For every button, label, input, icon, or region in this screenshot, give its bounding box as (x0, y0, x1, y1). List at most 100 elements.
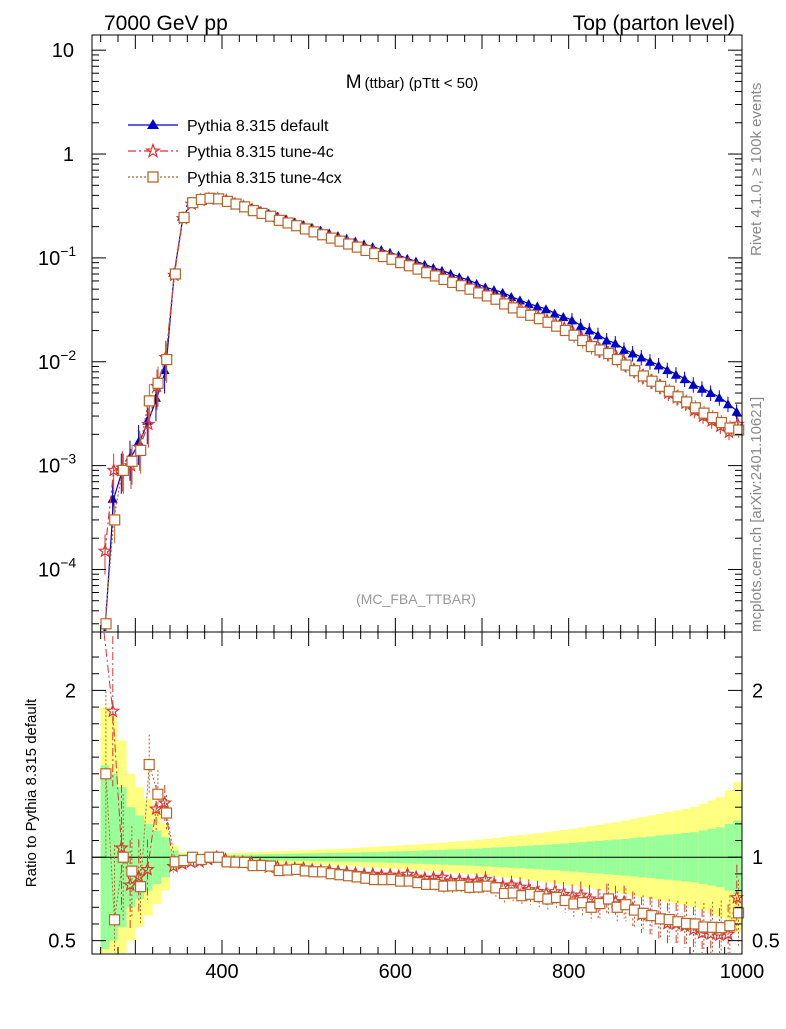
ratio-point-tune4c (122, 877, 138, 892)
y-tick-label: 10 (52, 40, 74, 62)
point-tune4cx (577, 334, 589, 347)
point-default (601, 335, 612, 345)
point-tune4cx (152, 377, 164, 389)
point-tune4cx (681, 396, 693, 408)
legend-default-label: Pythia 8.315 default (187, 118, 329, 135)
y-tick-label: 1 (65, 847, 76, 869)
y-tick-label: 10−1 (38, 243, 76, 270)
point-default (662, 365, 673, 375)
ratio-point-tune4cx (117, 851, 129, 863)
header-right: Top (parton level) (573, 12, 735, 35)
point-default (592, 330, 603, 340)
legend-tune4cx: Pythia 8.315 tune-4cx (128, 170, 342, 187)
ratio-point-tune4cx (143, 758, 155, 771)
point-default (549, 308, 560, 318)
y-tick-base: 1 (63, 144, 74, 166)
ratio-point-tune4c (148, 801, 164, 816)
point-default (679, 374, 690, 384)
point-default (627, 348, 638, 358)
ratio-frame (91, 631, 743, 955)
y-tick-base: 10 (52, 40, 74, 62)
point-default (532, 301, 543, 311)
triangle-marker-icon (147, 119, 159, 129)
ratio-point-tune4cx (160, 807, 173, 819)
ratio-point-tune4cx (732, 907, 745, 919)
ratio-point-tune4c (105, 703, 121, 718)
point-default (653, 360, 664, 370)
point-default (636, 352, 647, 362)
y-tick-label: 2 (65, 680, 76, 702)
ratio-point-tune4cx (108, 914, 121, 926)
y-tick-label-right: 1 (752, 847, 763, 869)
ratio-point-tune4c (114, 840, 129, 855)
y-tick-exponent: −1 (60, 243, 76, 259)
y-tick-label: 0.5 (48, 931, 76, 953)
legend-tune4c-label: Pythia 8.315 tune-4c (187, 144, 334, 161)
ratio-point-tune4cx (724, 920, 736, 932)
point-default (731, 406, 742, 416)
square-marker-icon (147, 171, 159, 183)
point-tune4c (97, 543, 113, 558)
y-tick-label: 10−4 (38, 554, 76, 581)
ratio-point-tune4c (140, 861, 155, 876)
ratio-point-tune4c (434, 869, 450, 884)
point-tune4cx (178, 211, 190, 224)
y-tick-exponent: −3 (60, 451, 76, 467)
point-default (696, 383, 707, 393)
y-tick-exponent: −2 (60, 347, 76, 363)
rivet-label: Rivet 4.1.0, ≥ 100k events (748, 83, 765, 256)
watermark: (MC_FBA_TTBAR) (356, 591, 476, 607)
point-default (514, 295, 525, 305)
point-default (558, 311, 569, 321)
point-default (714, 392, 725, 402)
y-tick-base: 10 (38, 352, 60, 374)
x-tick-label: 400 (205, 961, 238, 983)
ratio-point-tune4c (582, 891, 597, 906)
point-tune4cx (143, 395, 155, 407)
x-tick-label: 1000 (720, 961, 765, 983)
legend-default: Pythia 8.315 default (128, 118, 329, 135)
point-default (540, 304, 551, 314)
point-default (705, 388, 716, 398)
point-tune4cx (117, 464, 129, 476)
point-default (584, 325, 595, 335)
point-tune4cx (135, 444, 147, 457)
ratio-panel: 2 2 1 1 0.5 0.5 400 600 800 1000 Ratio to Pythia… (23, 631, 780, 983)
y-tick-base: 10 (38, 456, 60, 478)
legend: Pythia 8.315 default Pythia 8.315 tune-4… (128, 118, 342, 187)
ratio-point-tune4cx (152, 788, 164, 800)
point-tune4cx (109, 514, 121, 526)
point-tune4cx (620, 359, 632, 371)
point-tune4cx (603, 347, 615, 360)
point-default (523, 298, 534, 308)
ratio-point-tune4cx (100, 768, 112, 780)
title-sub: (ttbar) (pTtt < 50) (365, 75, 479, 92)
point-tune4cx (126, 455, 138, 467)
y-tick-label: 10−2 (38, 347, 76, 374)
ratio-point-tune4c (512, 879, 528, 894)
point-tune4cx (733, 424, 745, 436)
ratio-point-tune4cx (126, 865, 138, 877)
ratio-point-tune4c (729, 890, 745, 904)
ratio-ylabel: Ratio to Pythia 8.315 default (23, 698, 40, 887)
y-tick-base: 10 (38, 248, 60, 270)
ratio-point-tune4cx (490, 882, 502, 894)
y-tick-label-right: 2 (752, 680, 763, 702)
point-default (670, 369, 681, 379)
point-default (618, 344, 629, 354)
point-tune4cx (161, 353, 173, 366)
y-tick-label: 1 (63, 144, 74, 166)
point-tune4cx (169, 268, 181, 280)
plot-title: M (ttbar) (pTtt < 50) (346, 72, 479, 93)
legend-tune4c: Pythia 8.315 tune-4c (128, 142, 334, 161)
point-default (610, 338, 621, 348)
y-tick-label: 10−3 (38, 451, 76, 478)
x-tick-label: 800 (552, 961, 585, 983)
title-main: M (346, 72, 362, 93)
legend-tune4cx-label: Pythia 8.315 tune-4cx (187, 170, 342, 187)
point-default (566, 315, 577, 325)
ratio-point-tune4cx (134, 881, 147, 893)
point-default (688, 379, 699, 389)
